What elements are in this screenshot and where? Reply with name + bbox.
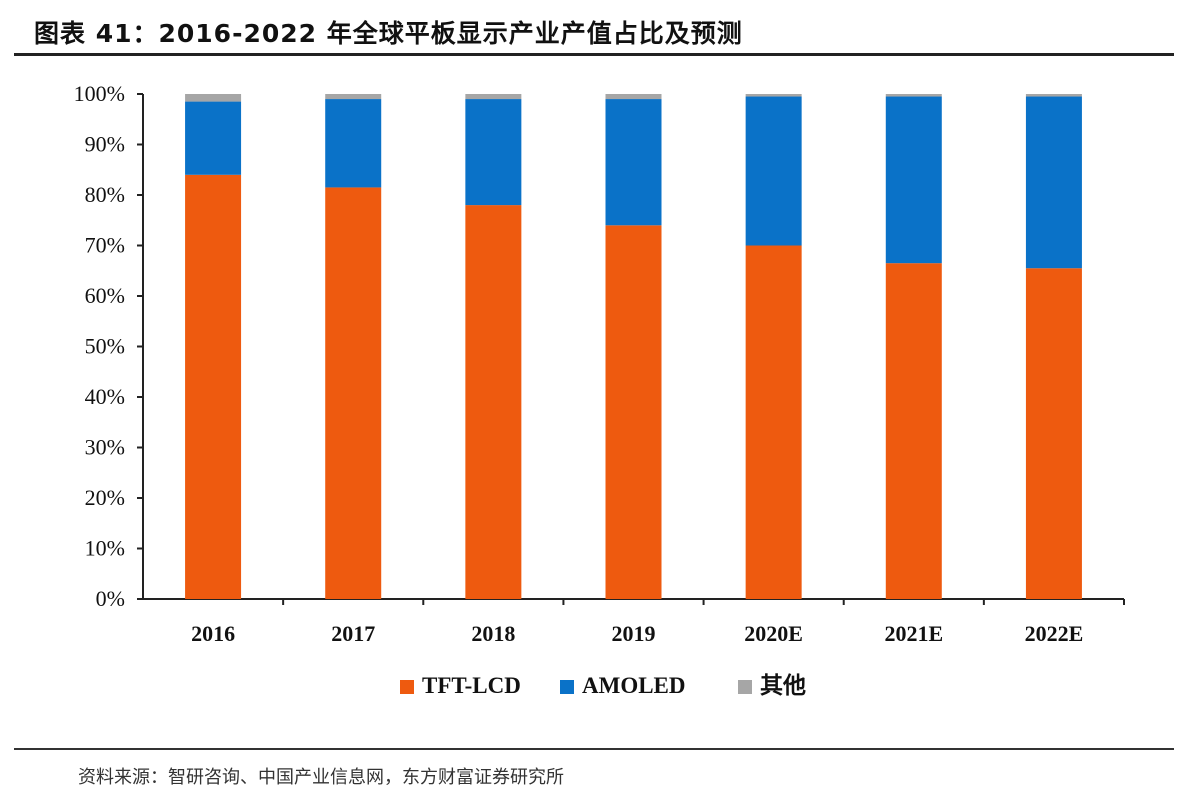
legend-label: AMOLED [582,673,686,698]
legend-label: TFT-LCD [422,673,521,698]
bar-segment [325,99,382,188]
y-tick-label: 30% [85,435,125,460]
bar-segment [605,225,662,600]
x-tick-label: 2017 [331,621,375,646]
chart-title: 图表 41：2016-2022 年全球平板显示产业产值占比及预测 [34,19,743,48]
legend-swatch [738,680,752,694]
bar-segment [745,96,802,246]
bar-segment [605,94,662,100]
bar-segment [885,94,942,97]
legend-swatch [560,680,574,694]
y-tick-label: 70% [85,233,125,258]
x-tick-label: 2021E [884,621,943,646]
y-tick-label: 0% [96,586,125,611]
y-tick-label: 100% [74,81,125,106]
bar-segment [885,263,942,599]
bar-segment [1025,268,1082,599]
bar-segment [465,94,522,100]
x-tick-label: 2018 [471,621,515,646]
bar-segment [1025,94,1082,97]
bar-segment [185,94,242,102]
y-tick-label: 90% [85,132,125,157]
bar-segment [325,94,382,100]
bar-segment [185,174,242,600]
title-divider [14,53,1174,56]
bar-segment [465,99,522,206]
bar-segment [885,96,942,264]
x-tick-label: 2020E [744,621,803,646]
bar-segment [325,187,382,600]
y-tick-label: 40% [85,384,125,409]
bar-segment [605,99,662,226]
bar-segment [745,94,802,97]
legend-label: 其他 [760,673,806,698]
bar-segment [465,205,522,599]
y-tick-label: 80% [85,182,125,207]
bar-segment [185,101,242,175]
y-tick-label: 60% [85,283,125,308]
x-tick-label: 2019 [612,621,656,646]
bar-segment [745,245,802,599]
footer-divider [14,748,1174,750]
y-tick-label: 10% [85,536,125,561]
y-tick-label: 20% [85,485,125,510]
y-tick-label: 50% [85,334,125,359]
legend-swatch [400,680,414,694]
stacked-bar-chart: 0% 10% 20% 30% 40% 50% 60% 70% 80% 90% 100% 2016 201… [74,81,1125,698]
x-tick-label: 2022E [1025,621,1084,646]
bar-segment [1025,96,1082,269]
chart-header: 图表 41：2016-2022 年全球平板显示产业产值占比及预测 [0,0,1186,56]
x-tick-label: 2016 [191,621,235,646]
source-note: 资料来源：智研咨询、中国产业信息网，东方财富证券研究所 [78,767,564,788]
